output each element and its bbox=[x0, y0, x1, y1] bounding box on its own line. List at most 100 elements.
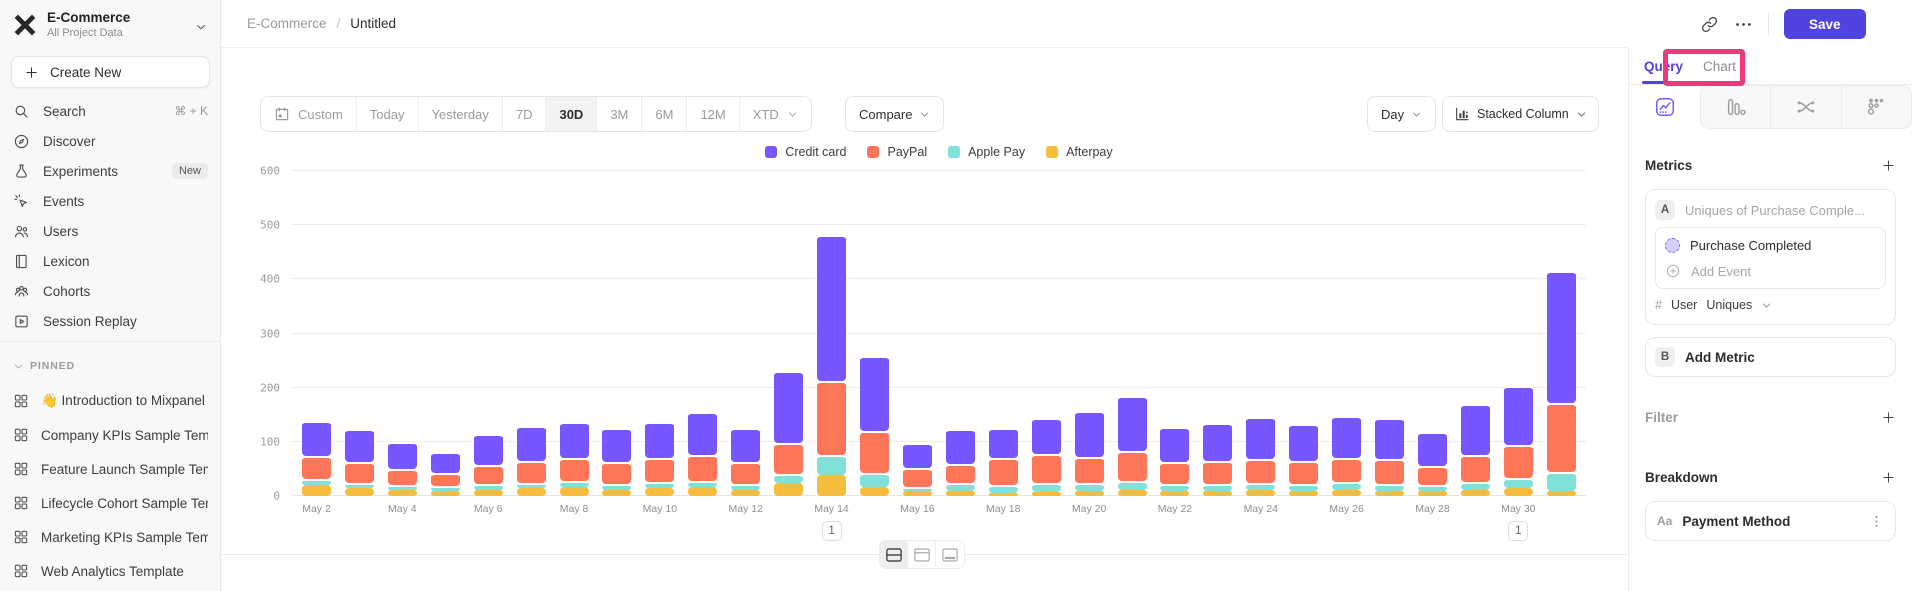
bar-segment-credit-card[interactable] bbox=[945, 428, 975, 464]
bar-segment-apple-pay[interactable] bbox=[817, 455, 847, 476]
bar-segment-paypal[interactable] bbox=[602, 462, 632, 485]
bar-segment-apple-pay[interactable] bbox=[1246, 483, 1276, 490]
bar-segment-paypal[interactable] bbox=[302, 455, 331, 479]
bar-segment-paypal[interactable] bbox=[1375, 459, 1405, 485]
date-range-custom[interactable]: Custom bbox=[261, 97, 357, 131]
bar-may-16[interactable]: May 16 bbox=[900, 443, 935, 515]
bar-segment-apple-pay[interactable] bbox=[1375, 484, 1405, 491]
bar-segment-credit-card[interactable] bbox=[1246, 416, 1276, 460]
bar-segment-afterpay[interactable] bbox=[731, 489, 761, 496]
bar-segment-paypal[interactable] bbox=[559, 458, 589, 481]
bar-segment-paypal[interactable] bbox=[1160, 462, 1190, 485]
project-switcher[interactable]: E-Commerce All Project Data bbox=[12, 10, 130, 39]
bar-segment-apple-pay[interactable] bbox=[645, 481, 675, 489]
bar-segment-paypal[interactable] bbox=[859, 431, 889, 474]
bar-segment-paypal[interactable] bbox=[1031, 453, 1061, 484]
bar-segment-credit-card[interactable] bbox=[1503, 385, 1533, 446]
granularity-button[interactable]: Day bbox=[1367, 96, 1437, 132]
bar-may-28[interactable]: May 28 bbox=[1415, 431, 1450, 515]
bar-segment-afterpay[interactable] bbox=[516, 488, 546, 496]
bar-segment-apple-pay[interactable] bbox=[387, 485, 417, 490]
bar-segment-apple-pay[interactable] bbox=[1417, 485, 1447, 491]
breadcrumb-page-title[interactable]: Untitled bbox=[350, 16, 397, 31]
bar-segment-apple-pay[interactable] bbox=[1503, 477, 1533, 489]
bar-segment-paypal[interactable] bbox=[1074, 457, 1104, 484]
bar-segment-apple-pay[interactable] bbox=[1289, 484, 1319, 491]
bar-segment-afterpay[interactable] bbox=[817, 475, 847, 496]
bar-segment-paypal[interactable] bbox=[902, 468, 932, 488]
bar-segment-apple-pay[interactable] bbox=[1203, 484, 1233, 491]
bar-segment-paypal[interactable] bbox=[1417, 465, 1447, 486]
bar-segment-credit-card[interactable] bbox=[344, 428, 374, 463]
sidebar-pinned-item[interactable]: Marketing KPIs Sample Template bbox=[0, 520, 221, 554]
bar-segment-afterpay[interactable] bbox=[859, 487, 889, 496]
bar-segment-apple-pay[interactable] bbox=[473, 484, 503, 490]
bar-segment-credit-card[interactable] bbox=[430, 452, 460, 473]
bar-may-12[interactable]: May 12 bbox=[729, 427, 763, 515]
bar-segment-apple-pay[interactable] bbox=[1031, 483, 1061, 493]
bar-segment-paypal[interactable] bbox=[1117, 450, 1147, 481]
legend-item-afterpay[interactable]: Afterpay bbox=[1046, 145, 1113, 159]
bar-segment-afterpay[interactable] bbox=[774, 483, 804, 496]
chevron-down-icon[interactable] bbox=[194, 20, 208, 34]
bar-segment-afterpay[interactable] bbox=[602, 489, 632, 496]
breadcrumb-project[interactable]: E-Commerce bbox=[247, 16, 327, 31]
date-range-30d[interactable]: 30D bbox=[546, 97, 598, 131]
bar-segment-credit-card[interactable] bbox=[731, 427, 761, 463]
sidebar-pinned-item[interactable]: Feature Launch Sample Template bbox=[0, 452, 221, 486]
bar-may-25[interactable] bbox=[1289, 423, 1319, 496]
create-new-button[interactable]: Create New bbox=[11, 56, 210, 88]
bar-may-26[interactable]: May 26 bbox=[1329, 415, 1364, 515]
report-type-funnels[interactable] bbox=[1701, 86, 1770, 128]
sidebar-pinned-item[interactable]: Company KPIs Sample Template bbox=[0, 418, 221, 452]
add-filter-plus-icon[interactable] bbox=[1881, 410, 1896, 425]
bar-segment-afterpay[interactable] bbox=[1375, 490, 1405, 496]
sidebar-item-experiments[interactable]: Experiments New bbox=[0, 156, 221, 186]
bar-may-27[interactable] bbox=[1375, 418, 1405, 496]
bar-segment-afterpay[interactable] bbox=[688, 487, 718, 496]
bar-may-22[interactable]: May 22 bbox=[1158, 426, 1192, 515]
bar-segment-paypal[interactable] bbox=[1289, 461, 1319, 485]
bar-may-14[interactable]: May 14 1 bbox=[814, 235, 849, 541]
layout-split-toggle[interactable] bbox=[880, 541, 908, 568]
bar-segment-afterpay[interactable] bbox=[1417, 490, 1447, 496]
bar-segment-credit-card[interactable] bbox=[473, 433, 503, 466]
add-metric-plus-icon[interactable] bbox=[1881, 158, 1896, 173]
bar-segment-credit-card[interactable] bbox=[1546, 270, 1576, 403]
report-type-insights[interactable] bbox=[1629, 85, 1700, 129]
bar-segment-credit-card[interactable] bbox=[1031, 418, 1061, 454]
bar-segment-paypal[interactable] bbox=[1460, 454, 1490, 482]
bar-may-31[interactable] bbox=[1546, 270, 1576, 496]
bar-segment-credit-card[interactable] bbox=[1289, 423, 1319, 462]
annotation-marker[interactable]: 1 bbox=[821, 521, 842, 541]
bar-segment-paypal[interactable] bbox=[344, 462, 374, 484]
bar-segment-paypal[interactable] bbox=[988, 458, 1018, 486]
bar-may-20[interactable]: May 20 bbox=[1072, 410, 1106, 515]
sidebar-item-users[interactable]: Users bbox=[0, 216, 221, 246]
bar-segment-apple-pay[interactable] bbox=[1460, 481, 1490, 490]
bar-segment-apple-pay[interactable] bbox=[1117, 480, 1147, 490]
bar-may-5[interactable] bbox=[430, 452, 460, 496]
add-metric-card[interactable]: B Add Metric bbox=[1645, 337, 1896, 377]
bar-may-4[interactable]: May 4 bbox=[387, 442, 417, 515]
bar-may-2[interactable]: May 2 bbox=[302, 420, 331, 515]
bar-segment-apple-pay[interactable] bbox=[602, 484, 632, 490]
bar-may-15[interactable] bbox=[859, 356, 889, 496]
bar-segment-afterpay[interactable] bbox=[1289, 490, 1319, 496]
report-type-flows[interactable] bbox=[1770, 86, 1840, 128]
bar-segment-credit-card[interactable] bbox=[988, 427, 1018, 459]
bar-segment-credit-card[interactable] bbox=[1203, 422, 1233, 462]
sidebar-item-cohorts[interactable]: Cohorts bbox=[0, 276, 221, 306]
bar-segment-credit-card[interactable] bbox=[516, 425, 546, 462]
date-range-today[interactable]: Today bbox=[357, 97, 419, 131]
sidebar-item-lexicon[interactable]: Lexicon bbox=[0, 246, 221, 276]
bar-segment-afterpay[interactable] bbox=[1503, 488, 1533, 496]
bar-segment-afterpay[interactable] bbox=[1031, 492, 1061, 496]
add-event-row[interactable]: Add Event bbox=[1665, 258, 1876, 284]
bar-segment-paypal[interactable] bbox=[731, 462, 761, 485]
bar-segment-afterpay[interactable] bbox=[1332, 489, 1362, 496]
bar-may-30[interactable]: May 30 1 bbox=[1501, 385, 1536, 541]
legend-item-paypal[interactable]: PayPal bbox=[867, 145, 927, 159]
bar-segment-apple-pay[interactable] bbox=[859, 473, 889, 488]
bar-segment-apple-pay[interactable] bbox=[559, 480, 589, 488]
